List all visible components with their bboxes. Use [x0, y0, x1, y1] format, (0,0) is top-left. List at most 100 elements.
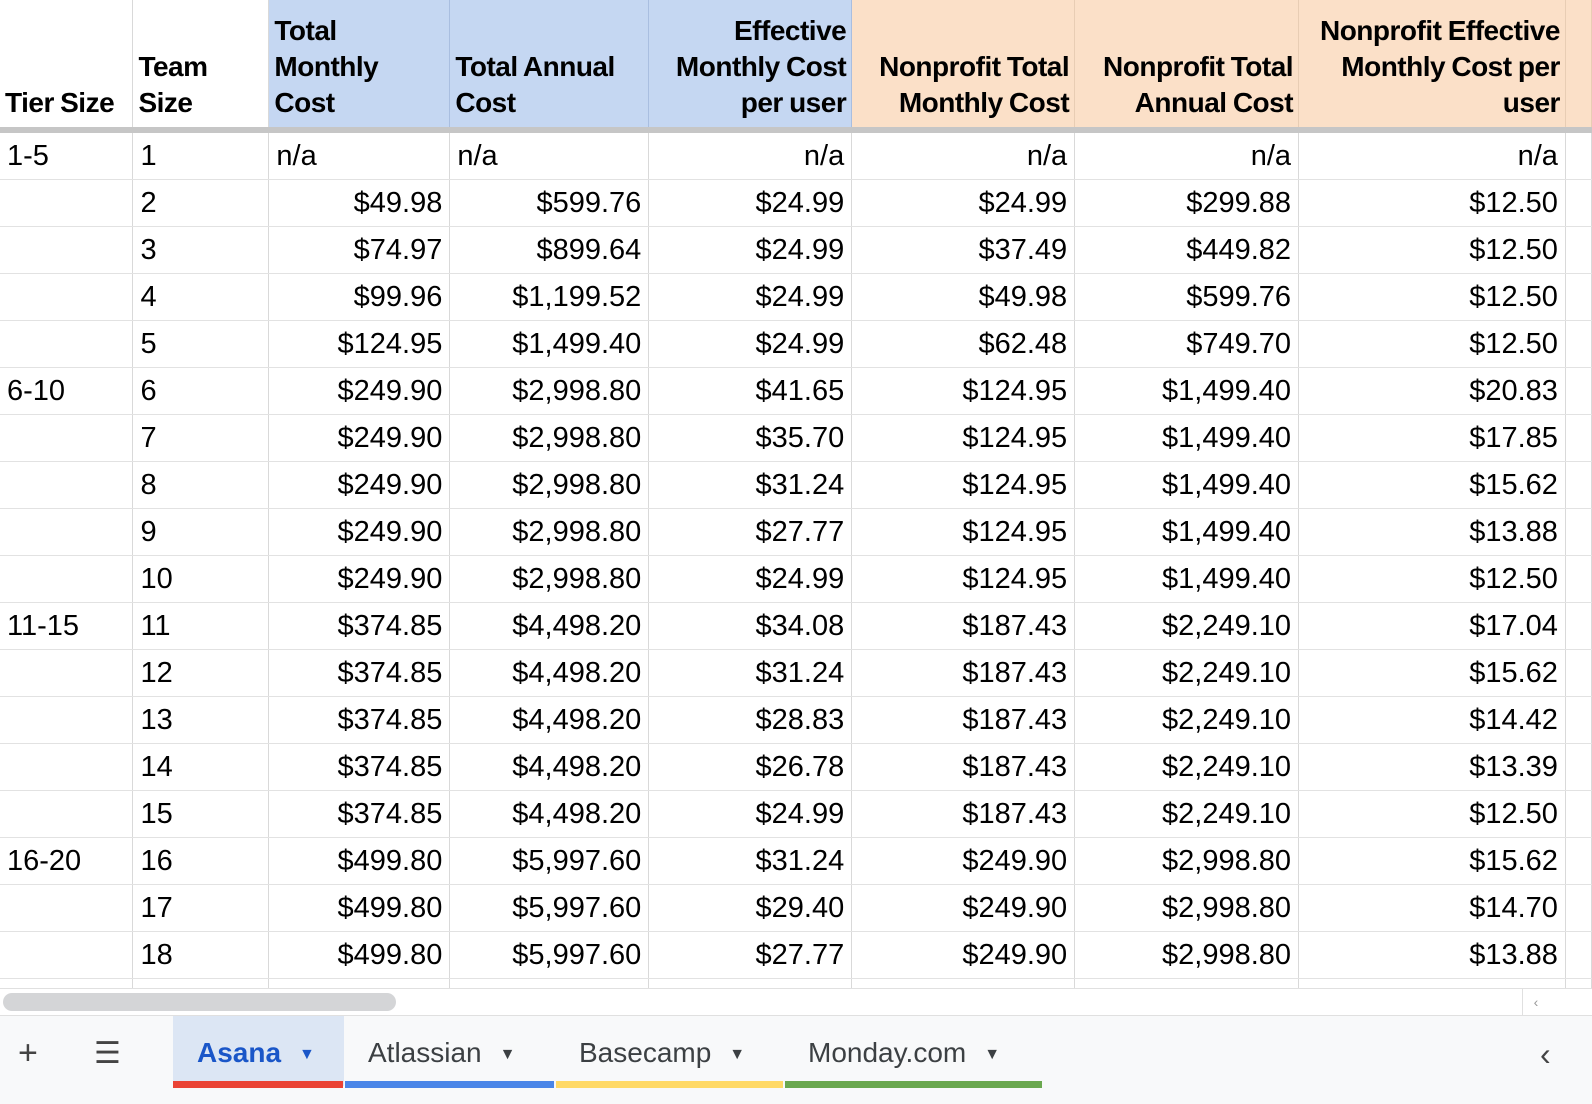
- add-sheet-icon[interactable]: +: [18, 1034, 38, 1072]
- cell-nonprofit-monthly-cost[interactable]: $187.43: [851, 696, 1076, 744]
- cell-nonprofit-effective-cost[interactable]: $14.70: [1298, 884, 1566, 932]
- cell-effective-monthly-cost[interactable]: $24.99: [648, 555, 853, 603]
- cell-nonprofit-effective-cost[interactable]: n/a: [1298, 130, 1566, 180]
- cell-nonprofit-annual-cost[interactable]: $749.70: [1074, 320, 1300, 368]
- tab-asana[interactable]: Asana ▼: [173, 1016, 344, 1086]
- cell-nonprofit-effective-cost[interactable]: $12.50: [1298, 320, 1566, 368]
- cell-nonprofit-annual-cost[interactable]: $2,249.10: [1074, 649, 1300, 697]
- cell-tier-size[interactable]: 16-20: [0, 837, 134, 885]
- cell-nonprofit-annual-cost[interactable]: n/a: [1074, 130, 1300, 180]
- cell-total-annual-cost[interactable]: $2,998.80: [449, 508, 650, 556]
- cell-team-size[interactable]: 14: [132, 743, 270, 791]
- cell-team-size[interactable]: 4: [132, 273, 270, 321]
- cell-tier-size[interactable]: [0, 743, 134, 791]
- cell-total-annual-cost[interactable]: $2,998.80: [449, 367, 650, 415]
- cell-total-monthly-cost[interactable]: $374.85: [268, 696, 451, 744]
- tab-basecamp[interactable]: Basecamp ▼: [555, 1016, 784, 1086]
- cell-total-annual-cost[interactable]: $4,498.20: [449, 790, 650, 838]
- cell-nonprofit-monthly-cost[interactable]: $187.43: [851, 790, 1076, 838]
- cell-team-size[interactable]: 12: [132, 649, 270, 697]
- cell-total-annual-cost[interactable]: $4,498.20: [449, 602, 650, 650]
- chevron-down-icon[interactable]: ▼: [499, 1045, 516, 1063]
- cell-nonprofit-monthly-cost[interactable]: $49.98: [851, 273, 1076, 321]
- cell-overflow[interactable]: [1565, 508, 1592, 556]
- cell-total-annual-cost[interactable]: $4,498.20: [449, 743, 650, 791]
- cell-total-monthly-cost[interactable]: $374.85: [268, 649, 451, 697]
- cell-tier-size[interactable]: [0, 414, 134, 462]
- cell-nonprofit-monthly-cost[interactable]: $249.90: [851, 931, 1076, 979]
- cell-overflow[interactable]: [1565, 179, 1592, 227]
- header-total-monthly-cost[interactable]: Total Monthly Cost: [268, 0, 451, 131]
- cell-team-size[interactable]: 17: [132, 884, 270, 932]
- cell-total-monthly-cost[interactable]: $374.85: [268, 743, 451, 791]
- scroll-left-icon[interactable]: ‹: [1522, 989, 1549, 1015]
- cell-total-annual-cost[interactable]: $5,997.60: [449, 884, 650, 932]
- cell-partial[interactable]: [268, 978, 451, 988]
- cell-effective-monthly-cost[interactable]: $41.65: [648, 367, 853, 415]
- cell-nonprofit-effective-cost[interactable]: $15.62: [1298, 649, 1566, 697]
- cell-partial[interactable]: [132, 978, 270, 988]
- cell-overflow[interactable]: [1565, 649, 1592, 697]
- cell-team-size[interactable]: 1: [132, 130, 270, 180]
- cell-nonprofit-effective-cost[interactable]: $17.85: [1298, 414, 1566, 462]
- cell-nonprofit-annual-cost[interactable]: $599.76: [1074, 273, 1300, 321]
- header-nonprofit-annual-cost[interactable]: Nonprofit Total Annual Cost: [1074, 0, 1300, 131]
- cell-team-size[interactable]: 7: [132, 414, 270, 462]
- cell-total-monthly-cost[interactable]: $374.85: [268, 602, 451, 650]
- cell-total-annual-cost[interactable]: $2,998.80: [449, 555, 650, 603]
- cell-overflow[interactable]: [1565, 931, 1592, 979]
- cell-nonprofit-annual-cost[interactable]: $299.88: [1074, 179, 1300, 227]
- cell-effective-monthly-cost[interactable]: $31.24: [648, 837, 853, 885]
- cell-overflow[interactable]: [1565, 790, 1592, 838]
- cell-total-monthly-cost[interactable]: $74.97: [268, 226, 451, 274]
- chevron-down-icon[interactable]: ▼: [729, 1045, 746, 1063]
- cell-partial[interactable]: [0, 978, 134, 988]
- scroll-tabs-left-icon[interactable]: ‹: [1540, 1036, 1551, 1072]
- cell-tier-size[interactable]: [0, 790, 134, 838]
- cell-nonprofit-monthly-cost[interactable]: $37.49: [851, 226, 1076, 274]
- cell-total-annual-cost[interactable]: $2,998.80: [449, 414, 650, 462]
- cell-nonprofit-annual-cost[interactable]: $1,499.40: [1074, 555, 1300, 603]
- cell-effective-monthly-cost[interactable]: $31.24: [648, 461, 853, 509]
- cell-total-monthly-cost[interactable]: $249.90: [268, 367, 451, 415]
- cell-effective-monthly-cost[interactable]: $35.70: [648, 414, 853, 462]
- cell-overflow[interactable]: [1565, 273, 1592, 321]
- cell-overflow[interactable]: [1565, 884, 1592, 932]
- cell-tier-size[interactable]: [0, 508, 134, 556]
- header-team-size[interactable]: Team Size: [132, 0, 270, 131]
- cell-team-size[interactable]: 18: [132, 931, 270, 979]
- cell-partial[interactable]: [449, 978, 650, 988]
- cell-nonprofit-monthly-cost[interactable]: $124.95: [851, 367, 1076, 415]
- cell-effective-monthly-cost[interactable]: $29.40: [648, 884, 853, 932]
- cell-nonprofit-effective-cost[interactable]: $12.50: [1298, 555, 1566, 603]
- cell-total-annual-cost[interactable]: $599.76: [449, 179, 650, 227]
- header-nonprofit-monthly-cost[interactable]: Nonprofit Total Monthly Cost: [851, 0, 1076, 131]
- cell-tier-size[interactable]: 11-15: [0, 602, 134, 650]
- all-sheets-menu-icon[interactable]: ☰: [94, 1037, 121, 1070]
- header-tier-size[interactable]: Tier Size: [0, 0, 134, 131]
- cell-nonprofit-effective-cost[interactable]: $15.62: [1298, 461, 1566, 509]
- cell-overflow[interactable]: [1565, 130, 1592, 180]
- cell-team-size[interactable]: 2: [132, 179, 270, 227]
- cell-effective-monthly-cost[interactable]: $26.78: [648, 743, 853, 791]
- cell-partial[interactable]: [648, 978, 853, 988]
- cell-nonprofit-effective-cost[interactable]: $12.50: [1298, 226, 1566, 274]
- cell-nonprofit-monthly-cost[interactable]: $187.43: [851, 743, 1076, 791]
- cell-nonprofit-monthly-cost[interactable]: $187.43: [851, 649, 1076, 697]
- header-nonprofit-effective-cost[interactable]: Nonprofit Effective Monthly Cost per use…: [1298, 0, 1566, 131]
- cell-partial[interactable]: [851, 978, 1076, 988]
- cell-nonprofit-effective-cost[interactable]: $14.42: [1298, 696, 1566, 744]
- cell-overflow[interactable]: [1565, 320, 1592, 368]
- cell-nonprofit-annual-cost[interactable]: $2,998.80: [1074, 931, 1300, 979]
- cell-tier-size[interactable]: [0, 461, 134, 509]
- cell-total-monthly-cost[interactable]: $499.80: [268, 884, 451, 932]
- cell-total-annual-cost[interactable]: $2,998.80: [449, 461, 650, 509]
- tab-atlassian[interactable]: Atlassian ▼: [344, 1016, 555, 1086]
- cell-effective-monthly-cost[interactable]: $34.08: [648, 602, 853, 650]
- cell-team-size[interactable]: 15: [132, 790, 270, 838]
- scrollbar-thumb[interactable]: [3, 993, 396, 1011]
- cell-total-monthly-cost[interactable]: $249.90: [268, 555, 451, 603]
- cell-nonprofit-monthly-cost[interactable]: $62.48: [851, 320, 1076, 368]
- cell-tier-size[interactable]: 6-10: [0, 367, 134, 415]
- cell-nonprofit-annual-cost[interactable]: $2,249.10: [1074, 602, 1300, 650]
